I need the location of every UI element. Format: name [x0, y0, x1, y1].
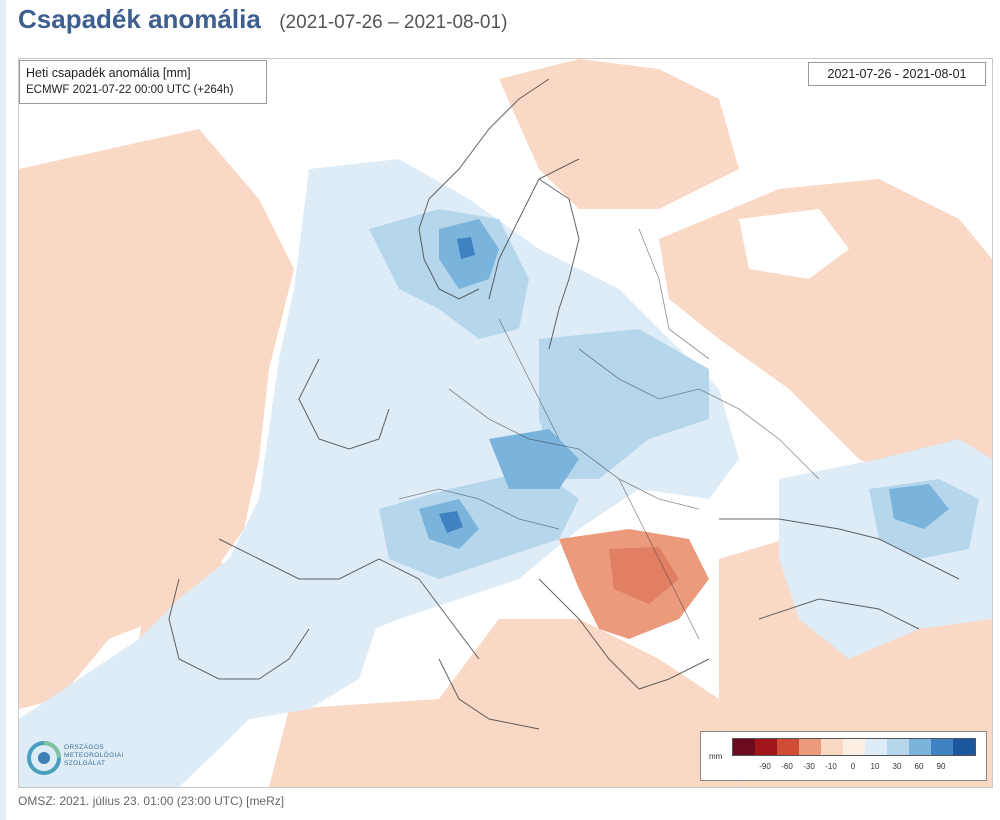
- legend-unit: mm: [709, 752, 723, 761]
- legend-tick-label: 90: [936, 762, 946, 771]
- dry-area-north-africa: [269, 619, 739, 787]
- wet-peak-switzerland: [439, 511, 463, 533]
- coastline-outlines: [168, 78, 960, 730]
- info-model: ECMWF 2021-07-22 00:00 UTC (+264h): [26, 84, 234, 96]
- legend-tick-label: 10: [870, 762, 880, 771]
- legend-swatch: [887, 739, 909, 755]
- dry-area-russia: [659, 179, 992, 489]
- dry-area-atlantic: [19, 129, 294, 709]
- color-legend: mm -90 -60 -30 -10 0 10 30 60 90: [700, 731, 987, 781]
- legend-swatch: [865, 739, 887, 755]
- legend-swatch: [843, 739, 865, 755]
- omsz-logo-text: ORSZÁGOS METEOROLÓGIAI SZOLGÁLAT: [64, 744, 124, 767]
- map-info-box: Heti csapadék anomália [mm] ECMWF 2021-0…: [19, 60, 267, 104]
- legend-tick-label: 0: [850, 762, 856, 771]
- dry-area-balkans: [559, 529, 709, 639]
- neutral-area-russia: [739, 209, 849, 279]
- page-title: Csapadék anomália: [18, 4, 261, 34]
- footer-note: OMSZ: 2021. július 23. 01:00 (23:00 UTC)…: [18, 794, 285, 808]
- legend-swatch: [909, 739, 931, 755]
- wet-area-poland: [539, 329, 709, 479]
- map-canvas: [19, 59, 992, 787]
- legend-tick-label: 30: [892, 762, 902, 771]
- anomaly-map[interactable]: [18, 58, 993, 788]
- legend-swatches: [732, 738, 976, 756]
- omsz-logo-icon: [27, 741, 61, 775]
- wet-area-central-europe: [19, 159, 739, 787]
- legend-swatch: [953, 739, 975, 755]
- border-outlines: [398, 228, 820, 640]
- info-title: Heti csapadék anomália [mm]: [26, 66, 191, 80]
- legend-tick-label: -60: [781, 762, 793, 771]
- legend-swatch: [777, 739, 799, 755]
- wet-area-alps: [379, 469, 579, 579]
- page-left-edge: [0, 0, 6, 820]
- wet-peak-norway: [457, 237, 475, 259]
- legend-tick-label: -10: [825, 762, 837, 771]
- period-subtitle: (2021-07-26 – 2021-08-01): [279, 12, 508, 33]
- legend-swatch: [733, 739, 755, 755]
- page-header: Csapadék anomália (2021-07-26 – 2021-08-…: [18, 4, 507, 40]
- date-range-box: 2021-07-26 - 2021-08-01: [808, 62, 986, 86]
- dry-core-serbia: [609, 547, 679, 604]
- dry-area-norwegian-sea: [499, 59, 739, 209]
- legend-tick-label: -90: [759, 762, 771, 771]
- legend-tick-label: -30: [803, 762, 815, 771]
- legend-swatch: [931, 739, 953, 755]
- legend-swatch: [821, 739, 843, 755]
- legend-ticks: -90 -60 -30 -10 0 10 30 60 90: [732, 762, 975, 774]
- legend-swatch: [755, 739, 777, 755]
- omsz-logo: ORSZÁGOS METEOROLÓGIAI SZOLGÁLAT: [26, 738, 156, 782]
- legend-swatch: [799, 739, 821, 755]
- wet-core-black-sea-north: [889, 484, 949, 529]
- wet-core-czech: [489, 429, 579, 489]
- legend-tick-label: 60: [914, 762, 924, 771]
